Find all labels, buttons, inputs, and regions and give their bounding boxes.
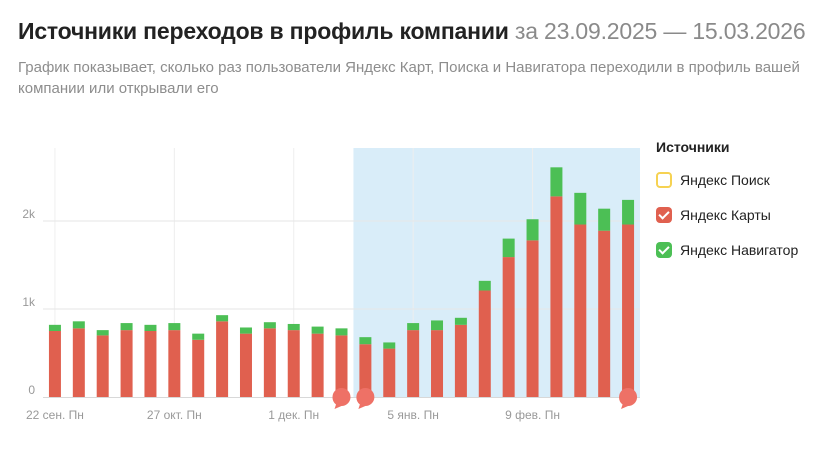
bar-segment[interactable] [72,321,85,329]
bar-segment[interactable] [48,331,61,397]
title-text: Источники переходов в профиль компании [18,18,509,44]
bar-segment[interactable] [239,327,252,334]
y-tick-label: 0 [28,383,35,397]
date-range: за 23.09.2025 — 15.03.2026 [514,18,806,44]
legend-label: Яндекс Поиск [680,172,770,188]
traffic-sources-chart: 0 1k 2k 22 сен. Пн 27 окт. Пн 1 дек. Пн 5 янв.… [22,148,640,422]
chart-legend: Источники Яндекс Поиск Яндекс Карты Янде… [656,139,798,276]
legend-label: Яндекс Карты [680,207,771,223]
bar-segment[interactable] [311,333,324,397]
bar-segment[interactable] [550,167,563,197]
bar-segment[interactable] [598,208,611,231]
bar-segment[interactable] [574,192,587,225]
legend-item-yandex-search[interactable]: Яндекс Поиск [656,171,798,189]
bar-segment[interactable] [335,335,348,397]
page-title: Источники переходов в профиль компании з… [18,18,818,45]
chart-header: Источники переходов в профиль компании з… [18,18,818,99]
event-marker-icon[interactable] [332,388,351,409]
bar-segment[interactable] [120,330,133,397]
bar-segment[interactable] [263,328,276,397]
legend-label: Яндекс Навигатор [680,242,799,258]
checkbox-icon[interactable] [656,242,672,258]
bar-segment[interactable] [72,328,85,397]
bar-segment[interactable] [383,348,396,397]
y-tick-label: 1k [22,295,36,309]
checkbox-icon[interactable] [656,207,672,223]
bar-segment[interactable] [359,337,372,345]
bar-segment[interactable] [168,323,181,331]
bar-segment[interactable] [48,324,61,331]
checkbox-icon[interactable] [656,172,672,188]
event-marker-icon[interactable] [356,388,375,409]
bar-segment[interactable] [502,257,515,397]
bar-segment[interactable] [359,344,372,397]
bar-segment[interactable] [550,196,563,397]
bar-segment[interactable] [168,330,181,397]
chart-description: График показывает, сколько раз пользоват… [18,59,800,97]
bar-segment[interactable] [407,323,420,331]
bar-segment[interactable] [478,290,491,397]
bar-segment[interactable] [144,331,157,397]
bar-segment[interactable] [431,330,444,397]
x-tick-label: 22 сен. Пн [26,408,84,422]
bar-segment[interactable] [287,330,300,397]
bar-segment[interactable] [216,321,229,397]
bar-segment[interactable] [622,199,635,225]
bar-segment[interactable] [383,342,396,349]
bar-segment[interactable] [144,324,157,331]
bar-segment[interactable] [192,333,205,340]
bar-segment[interactable] [263,322,276,329]
legend-item-yandex-navigator[interactable]: Яндекс Навигатор [656,241,798,259]
bar-segment[interactable] [407,330,420,397]
legend-title: Источники [656,139,730,155]
x-tick-label: 9 фев. Пн [505,408,560,422]
x-tick-label: 27 окт. Пн [147,408,202,422]
bar-segment[interactable] [502,238,515,258]
bar-segment[interactable] [598,230,611,397]
x-tick-label: 5 янв. Пн [387,408,438,422]
bar-segment[interactable] [454,324,467,397]
bar-segment[interactable] [478,280,491,291]
highlighted-period [353,148,640,397]
bar-segment[interactable] [431,320,444,331]
bar-segment[interactable] [311,326,324,334]
bar-segment[interactable] [96,330,109,336]
event-marker-icon[interactable] [619,388,638,409]
bar-segment[interactable] [192,339,205,397]
bar-segment[interactable] [216,315,229,322]
bar-segment[interactable] [622,224,635,397]
bar-segment[interactable] [526,240,539,397]
bar-segment[interactable] [574,224,587,397]
y-tick-label: 2k [22,207,36,221]
bar-segment[interactable] [239,333,252,397]
legend-item-yandex-maps[interactable]: Яндекс Карты [656,206,798,224]
bar-segment[interactable] [526,219,539,241]
x-tick-label: 1 дек. Пн [268,408,319,422]
bar-segment[interactable] [287,323,300,331]
bar-segment[interactable] [335,328,348,336]
bar-segment[interactable] [120,323,133,331]
bar-segment[interactable] [454,317,467,325]
bar-segment[interactable] [96,335,109,397]
